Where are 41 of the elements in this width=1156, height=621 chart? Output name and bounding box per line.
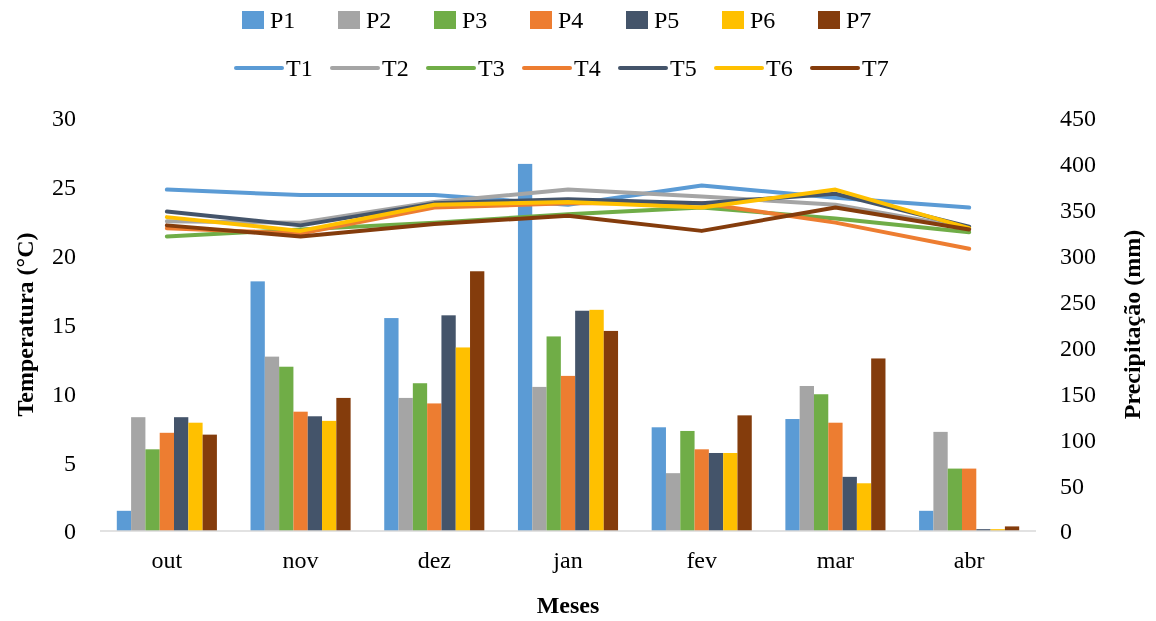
y-tick-label: 15 bbox=[52, 311, 76, 338]
y-tick-label: 10 bbox=[52, 380, 76, 407]
legend-label: P5 bbox=[654, 7, 680, 34]
y-tick-label: 5 bbox=[64, 449, 76, 476]
x-axis-title: Meses bbox=[536, 592, 600, 618]
legend-label: P6 bbox=[750, 7, 776, 34]
y-tick-label: 20 bbox=[52, 243, 76, 270]
legend-label: T7 bbox=[862, 55, 889, 82]
x-tick-label: mar bbox=[816, 547, 855, 573]
legend-label: T4 bbox=[574, 55, 601, 82]
legend-label: P4 bbox=[558, 7, 584, 34]
x-tick-label: jan bbox=[552, 547, 583, 573]
legend-label: T2 bbox=[382, 55, 409, 82]
y2-tick-label: 450 bbox=[1060, 105, 1096, 132]
legend-label: P3 bbox=[462, 7, 488, 34]
y2-tick-label: 200 bbox=[1060, 334, 1096, 361]
y-axis-title: Temperatura (°C) bbox=[12, 232, 38, 417]
y2-tick-label: 350 bbox=[1060, 197, 1096, 224]
y2-tick-label: 0 bbox=[1060, 518, 1072, 545]
x-tick-label: nov bbox=[282, 547, 319, 573]
y2-tick-label: 150 bbox=[1060, 380, 1096, 407]
legend-label: T6 bbox=[766, 55, 793, 82]
legend-label: T1 bbox=[286, 55, 313, 82]
legend-label: P2 bbox=[366, 7, 392, 34]
y2-tick-label: 50 bbox=[1060, 472, 1084, 499]
x-tick-label: dez bbox=[417, 547, 451, 573]
y-tick-label: 25 bbox=[52, 174, 76, 201]
y-tick-label: 0 bbox=[64, 518, 76, 545]
y2-tick-label: 300 bbox=[1060, 243, 1096, 270]
y-tick-label: 30 bbox=[52, 105, 76, 132]
legend-label: P7 bbox=[846, 7, 872, 34]
y2-tick-label: 400 bbox=[1060, 151, 1096, 178]
y2-tick-label: 250 bbox=[1060, 288, 1096, 315]
legend-label: P1 bbox=[270, 7, 296, 34]
legend-label: T5 bbox=[670, 55, 697, 82]
x-tick-label: abr bbox=[953, 547, 985, 573]
legend-label: T3 bbox=[478, 55, 505, 82]
y2-axis-title: Precipitação (mm) bbox=[1119, 229, 1145, 420]
x-tick-label: out bbox=[151, 547, 183, 573]
x-tick-label: fev bbox=[686, 547, 718, 573]
y2-tick-label: 100 bbox=[1060, 426, 1096, 453]
